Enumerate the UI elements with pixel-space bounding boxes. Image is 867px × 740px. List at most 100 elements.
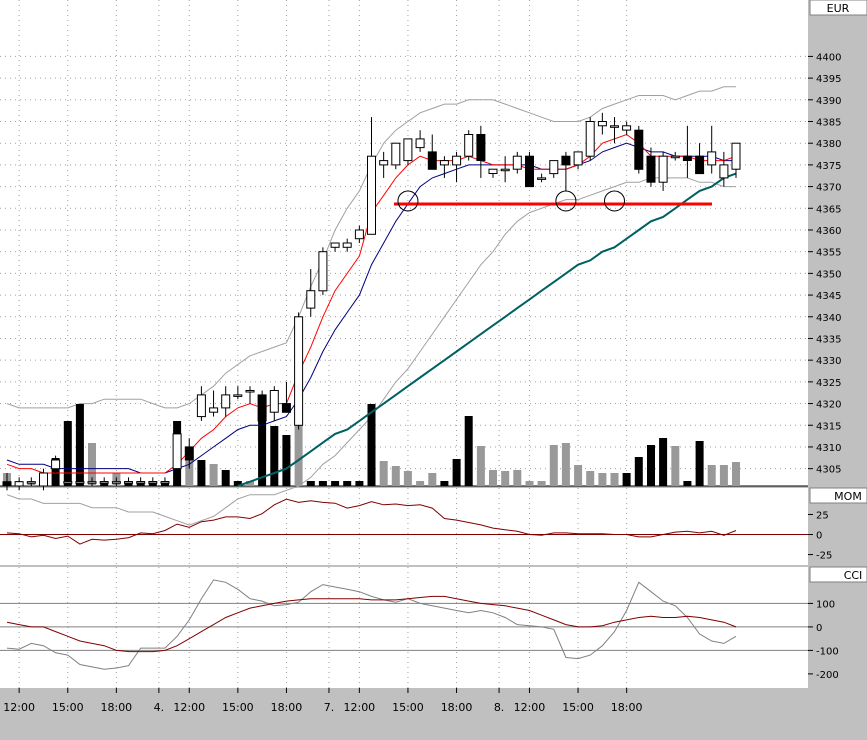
- candle: [306, 269, 316, 317]
- volume-bar: [707, 465, 716, 486]
- price-tick-label: 4375: [816, 161, 841, 172]
- volume-bar: [367, 404, 376, 486]
- time-tick-label: 15:00: [392, 701, 424, 714]
- candle: [342, 238, 352, 252]
- volume-bar: [489, 470, 497, 486]
- candle-body: [682, 155, 692, 161]
- candle: [39, 468, 48, 491]
- candle: [634, 125, 644, 174]
- candle: [670, 151, 680, 161]
- volume-bar: [197, 460, 206, 486]
- candle: [354, 225, 364, 243]
- momentum-label-box: [809, 487, 867, 504]
- volume-bar: [549, 445, 558, 486]
- cci-lines-layer: [0, 579, 808, 670]
- volume-bar: [403, 471, 412, 486]
- candle: [525, 151, 534, 188]
- candle-body: [26, 481, 36, 484]
- candle: [160, 477, 170, 486]
- candle: [209, 390, 219, 417]
- volume-bar: [586, 471, 595, 486]
- cci-tick-label: -100: [816, 646, 839, 657]
- price-tick-label: 4360: [816, 226, 841, 237]
- candle-body: [731, 142, 741, 170]
- price-tick-label: 4370: [816, 183, 841, 194]
- time-tick-label: 12:00: [173, 701, 205, 714]
- time-tick-label: 18:00: [441, 701, 473, 714]
- candle-body: [452, 155, 462, 166]
- candle: [221, 386, 231, 417]
- candle-body: [695, 155, 705, 175]
- cci-signal-line: [6, 595, 737, 653]
- candles-layer[interactable]: [2, 112, 741, 491]
- volume-bar: [75, 404, 84, 486]
- candle: [269, 386, 279, 421]
- candle: [573, 151, 583, 170]
- momentum-panel[interactable]: [0, 488, 808, 565]
- candle-body: [184, 446, 194, 461]
- volume-bar: [732, 462, 740, 486]
- axis-labels-layer: 4305 4310 4315 4320 4325 4330 4335 4340 4345 4350…: [3, 52, 841, 714]
- volume-bar: [355, 481, 364, 486]
- volume-bar: [513, 470, 522, 486]
- candle-body: [196, 394, 206, 418]
- candle: [415, 130, 425, 152]
- volume-bar: [440, 481, 449, 486]
- candle: [585, 117, 595, 161]
- time-tick-label: 12:00: [343, 701, 375, 714]
- cci-label: CCI: [844, 569, 863, 582]
- low-marker-circle: [604, 190, 625, 212]
- candle: [172, 429, 182, 482]
- price-panel[interactable]: [0, 0, 808, 486]
- price-tick-label: 4390: [816, 96, 841, 107]
- candle-body: [124, 481, 133, 484]
- momentum-tick-label: -25: [816, 551, 832, 562]
- candle: [707, 125, 717, 174]
- time-tick-label: 12:00: [514, 701, 546, 714]
- cci-panel[interactable]: [0, 567, 808, 688]
- candle: [658, 151, 668, 191]
- candle-body: [221, 394, 231, 409]
- candle-body: [257, 394, 267, 422]
- volume-bar: [598, 473, 607, 486]
- candle-body: [87, 481, 97, 484]
- volume-bar: [525, 481, 534, 486]
- time-tick-label: 7.: [324, 701, 335, 714]
- candle-body: [622, 125, 632, 131]
- candle-body: [209, 407, 219, 413]
- candle-body: [63, 481, 73, 484]
- candle-body: [160, 481, 170, 484]
- candle: [500, 156, 510, 183]
- candle-body: [2, 481, 12, 487]
- candle-body: [245, 390, 255, 393]
- candle: [622, 121, 632, 135]
- time-tick-label: 12:00: [3, 701, 35, 714]
- candle: [294, 312, 304, 430]
- volume-bar: [209, 464, 218, 486]
- candle: [2, 472, 12, 491]
- candle-body: [233, 394, 243, 397]
- volume-layer: [3, 404, 740, 486]
- candle: [111, 477, 121, 486]
- grid-layer: [0, 0, 808, 688]
- candle-body: [379, 160, 389, 166]
- candle: [124, 477, 133, 486]
- volume-bar: [258, 405, 267, 486]
- volume-bar: [185, 456, 194, 486]
- volume-bar: [306, 481, 315, 486]
- volume-bar: [610, 473, 619, 486]
- candle: [403, 138, 413, 165]
- price-tick-label: 4380: [816, 139, 841, 150]
- cci-label-box: [809, 566, 867, 583]
- volume-bar: [622, 473, 631, 486]
- candle-body: [330, 242, 340, 248]
- candle-body: [354, 229, 364, 240]
- candle: [14, 477, 24, 491]
- candle-body: [111, 481, 121, 484]
- time-tick-label: 15:00: [562, 701, 594, 714]
- candle-body: [634, 129, 644, 170]
- volume-bar: [561, 443, 570, 486]
- volume-bar: [452, 459, 461, 486]
